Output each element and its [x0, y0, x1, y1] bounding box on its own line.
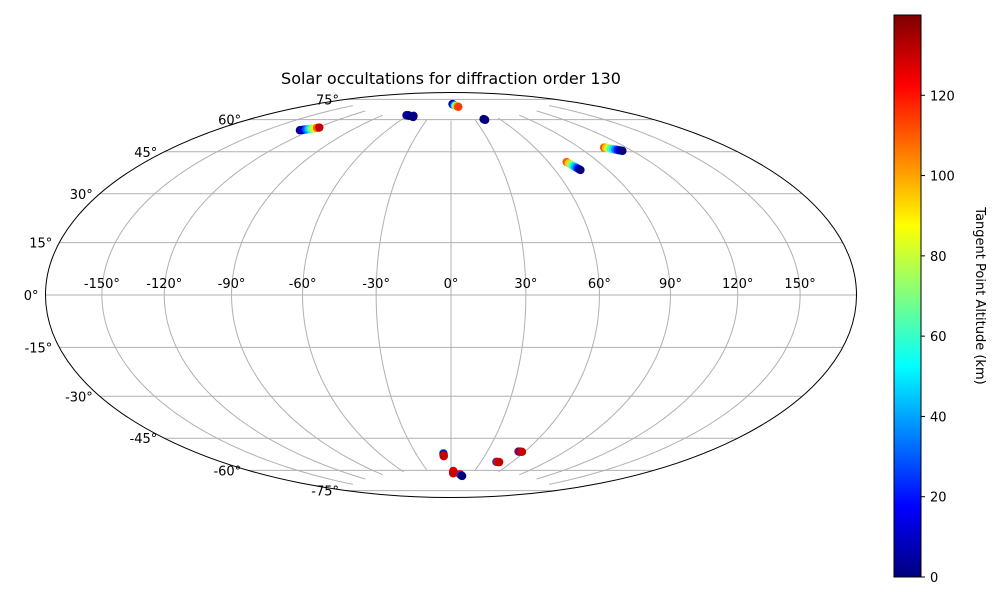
colorbar: 0 20 40 60 80 100 120 Tangent Point Altitude (…	[893, 14, 987, 586]
occultation-point	[408, 112, 418, 122]
lat-tick-label: -60°	[213, 464, 241, 479]
tick-labels: -150° -120° -90° -60° -30° 0° 30° 60° 90° 120° 150…	[24, 93, 816, 499]
occultation-point	[576, 165, 585, 175]
colorbar-tick-label: 60	[930, 330, 947, 345]
colorbar-tick-label: 20	[930, 491, 947, 506]
occultation-point	[448, 469, 458, 478]
graticule	[45, 98, 857, 492]
lat-tick-label: -45°	[130, 432, 158, 447]
lon-tick-label: 90°	[659, 277, 682, 292]
lon-tick-label: 150°	[784, 277, 815, 292]
lat-tick-label: 0°	[24, 289, 39, 304]
lat-tick-label: -75°	[311, 485, 339, 500]
lon-tick-label: -150°	[84, 277, 120, 292]
colorbar-tick-label: 80	[930, 250, 947, 265]
occultation-point	[480, 115, 490, 125]
lon-tick-label: 60°	[588, 277, 611, 292]
occultation-points	[295, 99, 627, 481]
map-boundary	[45, 92, 857, 498]
lat-tick-label: 15°	[29, 237, 52, 252]
lon-tick-label: -120°	[146, 277, 182, 292]
colorbar-ticks: 0 20 40 60 80 100 120	[921, 89, 955, 586]
colorbar-gradient	[893, 14, 922, 578]
lon-tick-label: -60°	[289, 277, 317, 292]
lon-tick-label: -90°	[218, 277, 246, 292]
occultation-point	[495, 457, 504, 467]
colorbar-tick-label: 40	[930, 410, 947, 425]
colorbar-label: Tangent Point Altitude (km)	[972, 206, 987, 384]
occultation-point	[457, 471, 467, 481]
colorbar-tick-label: 100	[930, 170, 955, 185]
occultation-point	[517, 447, 527, 457]
chart-title: Solar occultations for diffraction order…	[281, 69, 621, 88]
occultation-point	[315, 123, 324, 132]
lat-tick-label: 60°	[218, 114, 241, 129]
lon-tick-label: 120°	[722, 277, 753, 292]
lat-tick-label: 45°	[134, 146, 157, 161]
occultation-point	[439, 452, 448, 461]
lat-tick-label: -30°	[65, 390, 93, 405]
lat-tick-label: 30°	[70, 188, 93, 203]
colorbar-tick-label: 0	[930, 571, 938, 586]
lon-tick-label: -30°	[362, 277, 390, 292]
occultation-point	[454, 102, 463, 112]
lon-tick-label: 0°	[444, 277, 459, 292]
lat-tick-label: 75°	[316, 93, 339, 108]
colorbar-tick-label: 120	[930, 89, 955, 104]
occultation-point	[618, 146, 627, 156]
lat-tick-label: -15°	[25, 341, 53, 356]
lon-tick-label: 30°	[514, 277, 537, 292]
